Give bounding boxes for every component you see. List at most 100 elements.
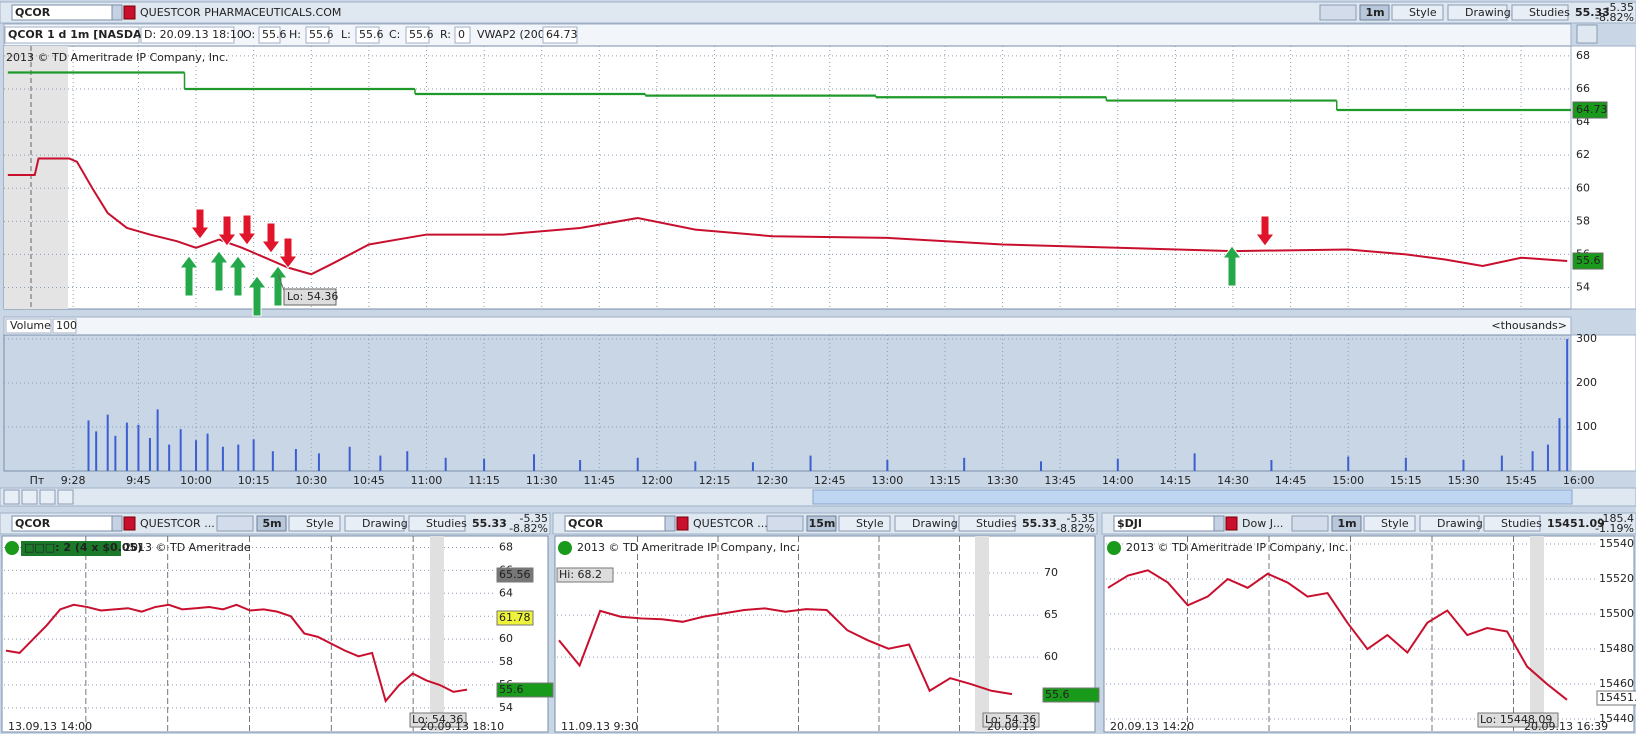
y-tick-label: 15520: [1599, 572, 1634, 585]
info-h: 55.6: [309, 28, 334, 41]
timeframe-button[interactable]: [1359, 4, 1390, 21]
volume-bar: [1462, 459, 1465, 471]
panel-label: 20.09.13 16:39: [1524, 720, 1608, 733]
x-tick-label: 14:00: [1102, 474, 1134, 487]
sell-arrow: [190, 208, 210, 240]
volume-bar: [294, 448, 297, 471]
scroll-thumb[interactable]: [812, 489, 1573, 505]
x-tick-label: 11:15: [468, 474, 500, 487]
style-button[interactable]: [1391, 4, 1444, 21]
volume-bar: [963, 457, 966, 471]
studies-button[interactable]: [1483, 515, 1541, 532]
style-button[interactable]: [288, 515, 341, 532]
dropdown[interactable]: [111, 4, 123, 21]
watermark: 2013 © TD Ameritrade IP Company, Inc.: [6, 51, 229, 64]
zoom-button[interactable]: [21, 489, 38, 505]
style-button[interactable]: [838, 515, 891, 532]
sell-arrow: [278, 237, 298, 269]
symbol: $DJI: [1117, 517, 1142, 530]
shade: [430, 536, 444, 732]
drawings: Drawings: [362, 517, 414, 530]
timeframe-button[interactable]: [256, 515, 287, 532]
x-tick-label: 13:15: [929, 474, 961, 487]
tool-icons[interactable]: [766, 515, 804, 532]
studies-button[interactable]: [408, 515, 466, 532]
drawings-button[interactable]: [894, 515, 955, 532]
zoom-button[interactable]: [39, 489, 56, 505]
style: Style: [306, 517, 334, 530]
vwap-label: 64.73: [1576, 103, 1608, 116]
last-price: 55.33: [472, 517, 507, 530]
tool-icons[interactable]: [1291, 515, 1329, 532]
volume-bar: [809, 455, 812, 471]
x-tick-label: 9:45: [126, 474, 151, 487]
studies-button[interactable]: [958, 515, 1016, 532]
panel-label: Lo: 15448.09: [1480, 713, 1552, 726]
volume-bar: [379, 455, 382, 471]
zoom-button[interactable]: [57, 489, 74, 505]
timeframe-button[interactable]: [806, 515, 837, 532]
x-tick-label: 11:45: [583, 474, 615, 487]
info-icon: [5, 541, 19, 555]
volume-bar: [1193, 453, 1196, 471]
last-price: 55.33: [1575, 6, 1610, 19]
tool-icons[interactable]: [216, 515, 254, 532]
tool-icons[interactable]: [1319, 4, 1357, 21]
y-tick-label: 65: [1044, 608, 1058, 621]
collapse-button[interactable]: [1576, 24, 1598, 44]
volume-bar: [348, 446, 351, 471]
mini-plot: [1103, 535, 1635, 733]
flag-icon: [123, 5, 136, 20]
buy-arrow: [228, 255, 248, 297]
info-h-label: H:: [289, 28, 301, 41]
timeframe-button[interactable]: [1331, 515, 1362, 532]
style-button[interactable]: [1363, 515, 1416, 532]
label-box: [556, 567, 614, 583]
volume-cell: [5, 318, 52, 334]
info-l: 55.6: [359, 28, 384, 41]
zoom-button[interactable]: [3, 489, 20, 505]
change-pct: -8.82%: [1056, 522, 1095, 535]
style: Style: [1409, 6, 1437, 19]
x-tick-label: 16:00: [1563, 474, 1595, 487]
dropdown[interactable]: [111, 515, 123, 532]
volume-bar: [444, 457, 447, 471]
shade: [975, 536, 989, 732]
low-label: Lo: 54.36: [287, 290, 338, 303]
badge: □□□: 2 (4 x $0.05): [24, 541, 142, 554]
info-cell: [355, 26, 380, 44]
info-cell: [405, 26, 430, 44]
drawings-button[interactable]: [1447, 4, 1508, 21]
mini-price-line: [1107, 569, 1568, 701]
volume-bar: [125, 422, 128, 471]
label-box: [1477, 712, 1559, 728]
drawings-button[interactable]: [344, 515, 405, 532]
dropdown[interactable]: [664, 515, 676, 532]
volume-bar: [1347, 456, 1350, 471]
panel-label: 20.09.13: [987, 720, 1036, 733]
x-tick-label: 10:30: [295, 474, 327, 487]
sell-arrow: [261, 222, 281, 254]
y-tick-label: 15440: [1599, 712, 1634, 725]
studies-button[interactable]: [1511, 4, 1569, 21]
volume-bar: [483, 458, 486, 471]
y-tick-label: 15480: [1599, 642, 1634, 655]
volume-bar: [114, 435, 117, 471]
y-tick-label: 15540: [1599, 537, 1634, 550]
drawings-button[interactable]: [1419, 515, 1480, 532]
flag-icon: [1225, 516, 1238, 531]
change: -5.35: [1606, 1, 1634, 14]
dropdown[interactable]: [1213, 515, 1225, 532]
y-tick-label: 60: [499, 632, 513, 645]
panel-label: 65.56: [499, 568, 531, 581]
studies: Studies: [976, 517, 1017, 530]
volume-bar: [406, 451, 409, 471]
volume-bar: [1566, 338, 1569, 471]
x-tick-label: 14:15: [1160, 474, 1192, 487]
last-price: 15451.09: [1547, 517, 1605, 530]
symbol: QCOR: [15, 6, 51, 19]
y-tick-label: 54: [1576, 280, 1590, 293]
change-pct: -1.19%: [1595, 522, 1634, 535]
volume-bar: [221, 446, 224, 471]
style: Style: [856, 517, 884, 530]
